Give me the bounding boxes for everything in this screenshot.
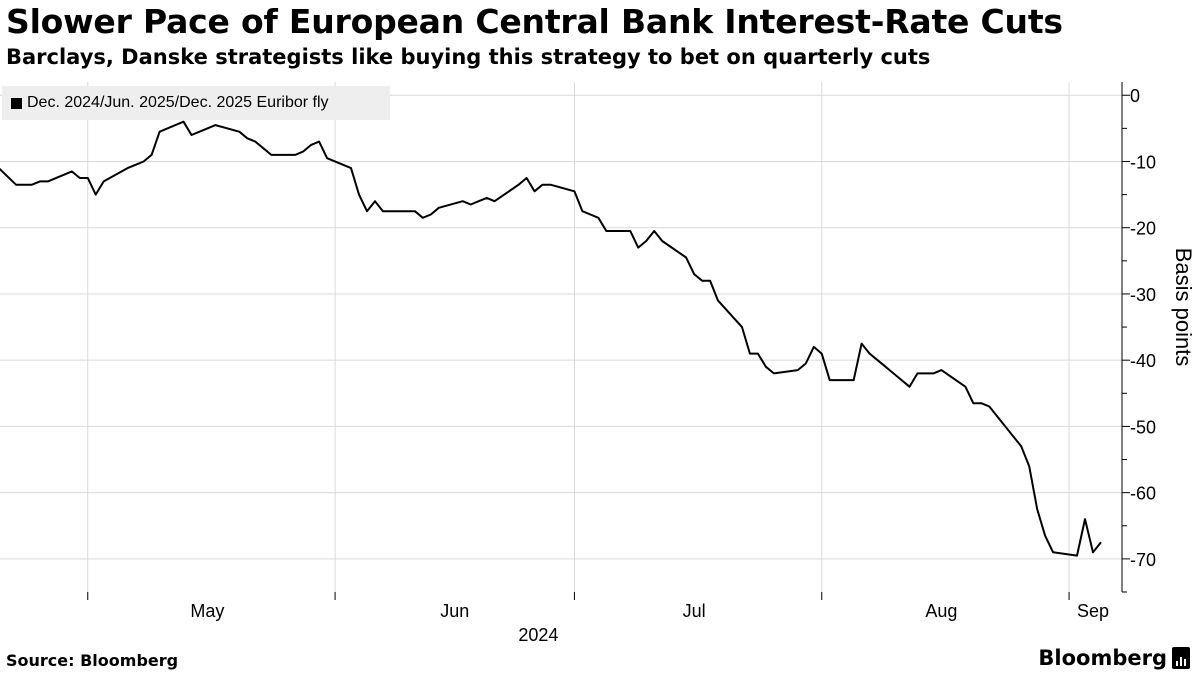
- y-tick-label: -50: [1130, 417, 1156, 437]
- legend-swatch: [11, 97, 22, 109]
- x-year-label: 2024: [518, 625, 558, 645]
- x-tick-label: Aug: [925, 601, 957, 621]
- x-tick-label: May: [190, 601, 224, 621]
- brand-name: Bloomberg: [1038, 646, 1167, 670]
- legend: Dec. 2024/Jun. 2025/Dec. 2025 Euribor fl…: [2, 86, 390, 120]
- source-note: Source: Bloomberg: [6, 651, 179, 670]
- legend-label: Dec. 2024/Jun. 2025/Dec. 2025 Euribor fl…: [27, 94, 329, 111]
- y-tick-label: -60: [1130, 484, 1156, 504]
- x-tick-label: Jun: [440, 601, 469, 621]
- y-tick-label: -40: [1130, 351, 1156, 371]
- x-tick-label: Sep: [1077, 601, 1109, 621]
- brand-logo: Bloomberg: [1038, 646, 1190, 670]
- chart-subtitle: Barclays, Danske strategists like buying…: [6, 45, 931, 69]
- y-tick-label: -20: [1130, 219, 1156, 239]
- x-tick-label: Jul: [683, 601, 706, 621]
- chart-title: Slower Pace of European Central Bank Int…: [6, 2, 1063, 41]
- y-tick-label: -70: [1130, 550, 1156, 570]
- y-axis-title: Basis points: [1171, 248, 1196, 367]
- series-line-0: [0, 120, 1102, 557]
- y-tick-label: -10: [1130, 152, 1156, 172]
- y-tick-label: 0: [1130, 86, 1140, 106]
- bar-chart-icon: [1172, 647, 1190, 669]
- y-tick-label: -30: [1130, 285, 1156, 305]
